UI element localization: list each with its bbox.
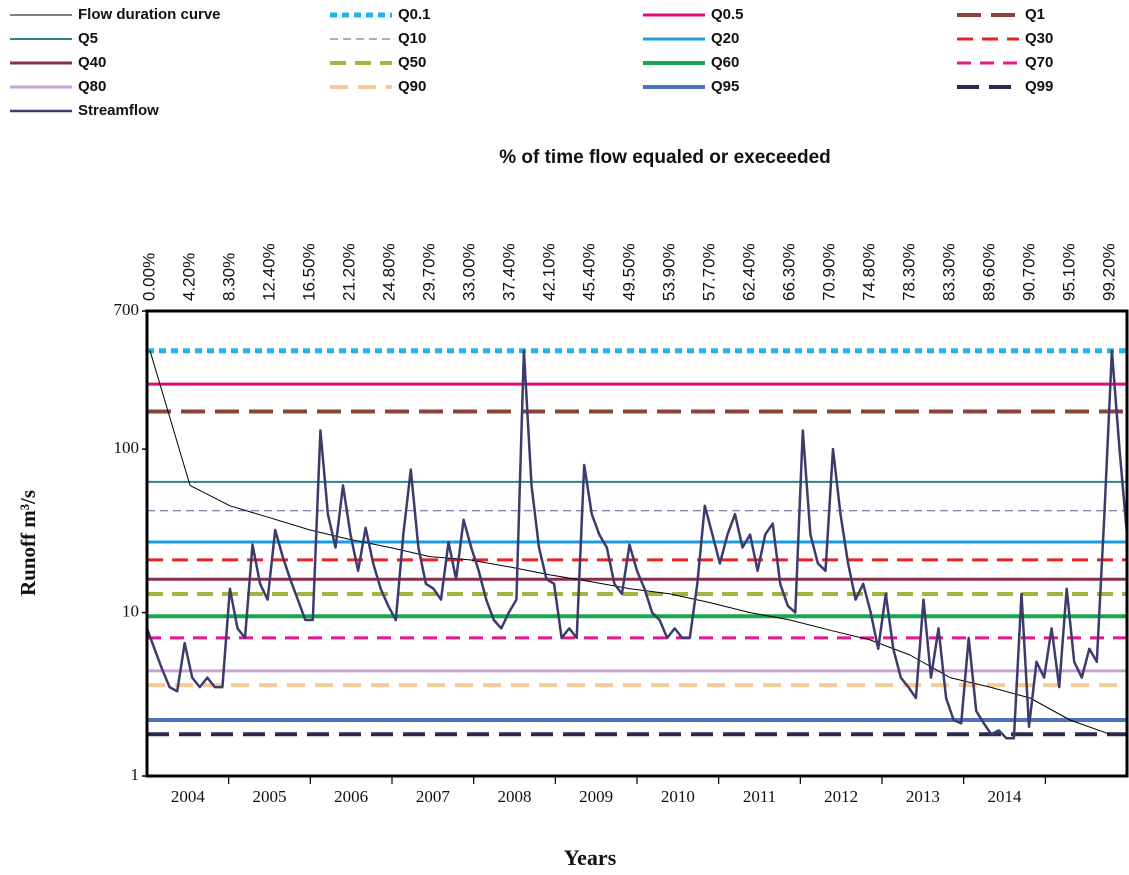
x-tick-label: 2013 xyxy=(906,787,940,806)
x-tick-label: 2009 xyxy=(579,787,613,806)
legend-label: Q0.5 xyxy=(711,6,744,23)
legend-label: Q20 xyxy=(711,30,739,47)
legend-label: Q1 xyxy=(1025,6,1045,23)
x-tick-label: 2004 xyxy=(171,787,206,806)
legend-label: Q90 xyxy=(398,78,426,95)
x2-tick-label: 8.30% xyxy=(219,253,238,301)
y-tick-label: 10 xyxy=(122,601,139,620)
legend-label: Q60 xyxy=(711,54,739,71)
x2-tick-label: 99.20% xyxy=(1099,243,1118,301)
y-tick-label: 100 xyxy=(114,438,140,457)
x-tick-label: 2005 xyxy=(253,787,287,806)
x-tick-label: 2010 xyxy=(661,787,695,806)
x2-tick-label: 42.10% xyxy=(539,243,558,301)
legend-label: Q50 xyxy=(398,54,426,71)
x2-tick-label: 90.70% xyxy=(1019,243,1038,301)
x2-tick-label: 53.90% xyxy=(659,243,678,301)
y-tick-label: 1 xyxy=(131,765,140,784)
x-axis-label: Years xyxy=(564,845,617,870)
y-axis-label: Runoff m³/s xyxy=(16,490,40,596)
legend-label: Q5 xyxy=(78,30,98,47)
legend-label: Q95 xyxy=(711,78,739,95)
x-tick-label: 2008 xyxy=(498,787,532,806)
x2-tick-label: 37.40% xyxy=(499,243,518,301)
x2-tick-label: 33.00% xyxy=(459,243,478,301)
x2-tick-label: 0.00% xyxy=(139,253,158,301)
x2-tick-label: 45.40% xyxy=(579,243,598,301)
x-tick-label: 2006 xyxy=(334,787,368,806)
x2-tick-label: 21.20% xyxy=(339,243,358,301)
x2-tick-label: 70.90% xyxy=(819,243,838,301)
x2-tick-label: 57.70% xyxy=(699,243,718,301)
plot-area xyxy=(145,348,1129,740)
legend-label: Q40 xyxy=(78,54,106,71)
x2-tick-label: 49.50% xyxy=(619,243,638,301)
legend-label: Q0.1 xyxy=(398,6,431,23)
legend-label: Q10 xyxy=(398,30,426,47)
x2-tick-label: 62.40% xyxy=(739,243,758,301)
x2-tick-label: 89.60% xyxy=(979,243,998,301)
x2-tick-label: 78.30% xyxy=(899,243,918,301)
x-tick-label: 2014 xyxy=(988,787,1023,806)
y-tick-label: 700 xyxy=(114,300,140,319)
x2-tick-label: 95.10% xyxy=(1059,243,1078,301)
legend-label: Q70 xyxy=(1025,54,1053,71)
legend-label: Q80 xyxy=(78,78,106,95)
x2-tick-label: 29.70% xyxy=(419,243,438,301)
x-tick-label: 2007 xyxy=(416,787,451,806)
legend-label: Q30 xyxy=(1025,30,1053,47)
legend-label: Q99 xyxy=(1025,78,1053,95)
x2-tick-label: 66.30% xyxy=(779,243,798,301)
x2-tick-label: 24.80% xyxy=(379,243,398,301)
x2-tick-label: 16.50% xyxy=(299,243,318,301)
x-tick-label: 2012 xyxy=(824,787,858,806)
series-line xyxy=(149,350,1111,735)
legend-label: Streamflow xyxy=(78,102,159,119)
x2-tick-label: 12.40% xyxy=(259,243,278,301)
x-tick-label: 2011 xyxy=(743,787,776,806)
plot-border xyxy=(145,309,1129,778)
x2-tick-label: 83.30% xyxy=(939,243,958,301)
x2-tick-label: 4.20% xyxy=(179,253,198,301)
legend-label: Flow duration curve xyxy=(78,6,221,23)
x2-tick-label: 74.80% xyxy=(859,243,878,301)
series-line xyxy=(145,349,1129,740)
x2-axis-label: % of time flow equaled or execeeded xyxy=(499,147,831,168)
